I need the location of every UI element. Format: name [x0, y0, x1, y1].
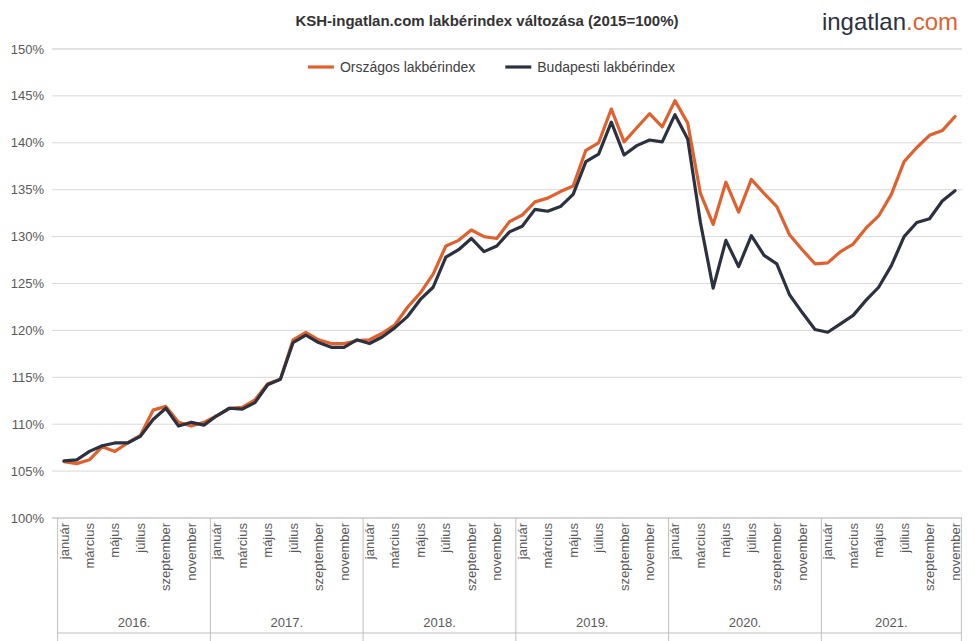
- logo-part: .com: [906, 8, 958, 35]
- grid-line: [52, 518, 962, 519]
- grid: 100% 105% 110% 115% 120% 125% 130% 135% 140% 145%…: [11, 42, 962, 526]
- x-tick-label: május: [107, 523, 122, 558]
- group-separator: [363, 518, 364, 641]
- group-separator: [515, 518, 516, 641]
- axis-line: [52, 518, 962, 519]
- x-tick-label: szeptember: [922, 522, 937, 591]
- x-tick-label: március: [846, 523, 861, 569]
- x-tick-label: május: [566, 523, 581, 558]
- group-separator: [961, 518, 962, 641]
- x-tick-label: november: [337, 522, 352, 580]
- x-group-label: 2017.: [270, 615, 303, 630]
- grid-line: [52, 189, 962, 190]
- series-line: [64, 115, 955, 461]
- chart-title: KSH-ingatlan.com lakbérindex változása (…: [295, 12, 678, 29]
- y-tick-label: 125%: [11, 276, 45, 291]
- x-tick-label: szeptember: [464, 522, 479, 591]
- x-tick-label: március: [693, 523, 708, 569]
- x-tick-label: január: [57, 522, 72, 560]
- x-group-label: 2020.: [729, 615, 762, 630]
- x-tick-label: július: [133, 523, 148, 554]
- x-tick-label: november: [642, 522, 657, 580]
- group-separator: [57, 518, 58, 641]
- x-tick-label: szeptember: [158, 522, 173, 591]
- x-tick-label: július: [897, 523, 912, 554]
- x-tick-label: július: [591, 523, 606, 554]
- group-separator: [668, 518, 669, 641]
- axis-line: [52, 49, 962, 50]
- x-tick-label: november: [795, 522, 810, 580]
- group-separator: [821, 518, 822, 641]
- x-group-label: 2021.: [875, 615, 908, 630]
- x-tick-label: május: [260, 523, 275, 558]
- y-tick-label: 145%: [11, 88, 45, 103]
- source-logo: ingatlan.com: [822, 8, 958, 35]
- y-tick-label: 115%: [12, 370, 45, 385]
- grid-line: [52, 49, 962, 50]
- grid-line: [52, 377, 962, 378]
- legend-swatch: [505, 65, 531, 68]
- chart-svg: KSH-ingatlan.com lakbérindex változása (…: [0, 0, 975, 641]
- y-tick-label: 130%: [11, 229, 45, 244]
- x-group-label: 2018.: [423, 615, 456, 630]
- x-tick-label: november: [489, 522, 504, 580]
- legend: Országos lakbérindex Budapesti lakbérinde…: [308, 59, 675, 75]
- group-separator: [210, 518, 211, 641]
- grid-line: [52, 142, 962, 143]
- series-line: [64, 101, 955, 464]
- x-tick-label: március: [540, 523, 555, 569]
- legend-swatch: [308, 65, 334, 68]
- x-group-label: 2016.: [118, 615, 151, 630]
- x-tick-label: január: [820, 522, 835, 560]
- logo-part: ingatlan: [822, 8, 906, 35]
- x-tick-label: szeptember: [769, 522, 784, 591]
- x-group-label: 2019.: [576, 615, 609, 630]
- chart-container: KSH-ingatlan.com lakbérindex változása (…: [0, 0, 975, 641]
- legend-label: Országos lakbérindex: [340, 59, 475, 75]
- x-tick-label: július: [438, 523, 453, 554]
- grid-line: [52, 95, 962, 96]
- x-tick-label: január: [667, 522, 682, 560]
- y-tick-label: 150%: [11, 42, 45, 57]
- x-tick-label: szeptember: [311, 522, 326, 591]
- x-tick-label: március: [82, 523, 97, 569]
- y-tick-label: 110%: [12, 417, 45, 432]
- x-tick-label: november: [948, 522, 963, 580]
- x-tick-label: március: [235, 523, 250, 569]
- x-tick-label: július: [286, 523, 301, 554]
- y-tick-label: 105%: [11, 464, 45, 479]
- y-tick-label: 140%: [11, 135, 45, 150]
- x-tick-label: május: [871, 523, 886, 558]
- series-group: [64, 101, 955, 464]
- x-tick-label: március: [387, 523, 402, 569]
- x-tick-label: május: [413, 523, 428, 558]
- y-tick-label: 100%: [11, 511, 45, 526]
- x-tick-label: november: [184, 522, 199, 580]
- legend-label: Budapesti lakbérindex: [537, 59, 675, 75]
- x-tick-label: január: [209, 522, 224, 560]
- x-tick-label: január: [515, 522, 530, 560]
- group-axis-line: [58, 633, 962, 634]
- grid-line: [52, 471, 962, 472]
- x-tick-label: július: [744, 523, 759, 554]
- x-axis: január március május július szeptember novemb…: [57, 518, 963, 641]
- x-tick-label: szeptember: [617, 522, 632, 591]
- x-tick-label: május: [718, 523, 733, 558]
- grid-line: [52, 283, 962, 284]
- y-tick-label: 120%: [11, 323, 45, 338]
- y-tick-label: 135%: [11, 182, 45, 197]
- x-tick-label: január: [362, 522, 377, 560]
